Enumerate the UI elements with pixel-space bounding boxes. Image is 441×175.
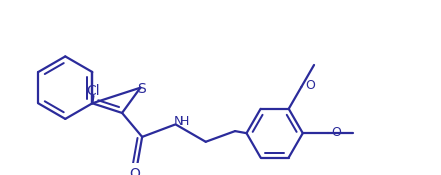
Text: O: O xyxy=(305,79,315,92)
Text: O: O xyxy=(129,167,140,175)
Text: Cl: Cl xyxy=(86,84,100,98)
Text: S: S xyxy=(137,82,146,96)
Text: N: N xyxy=(174,115,183,128)
Text: O: O xyxy=(332,126,342,139)
Text: H: H xyxy=(180,115,190,128)
